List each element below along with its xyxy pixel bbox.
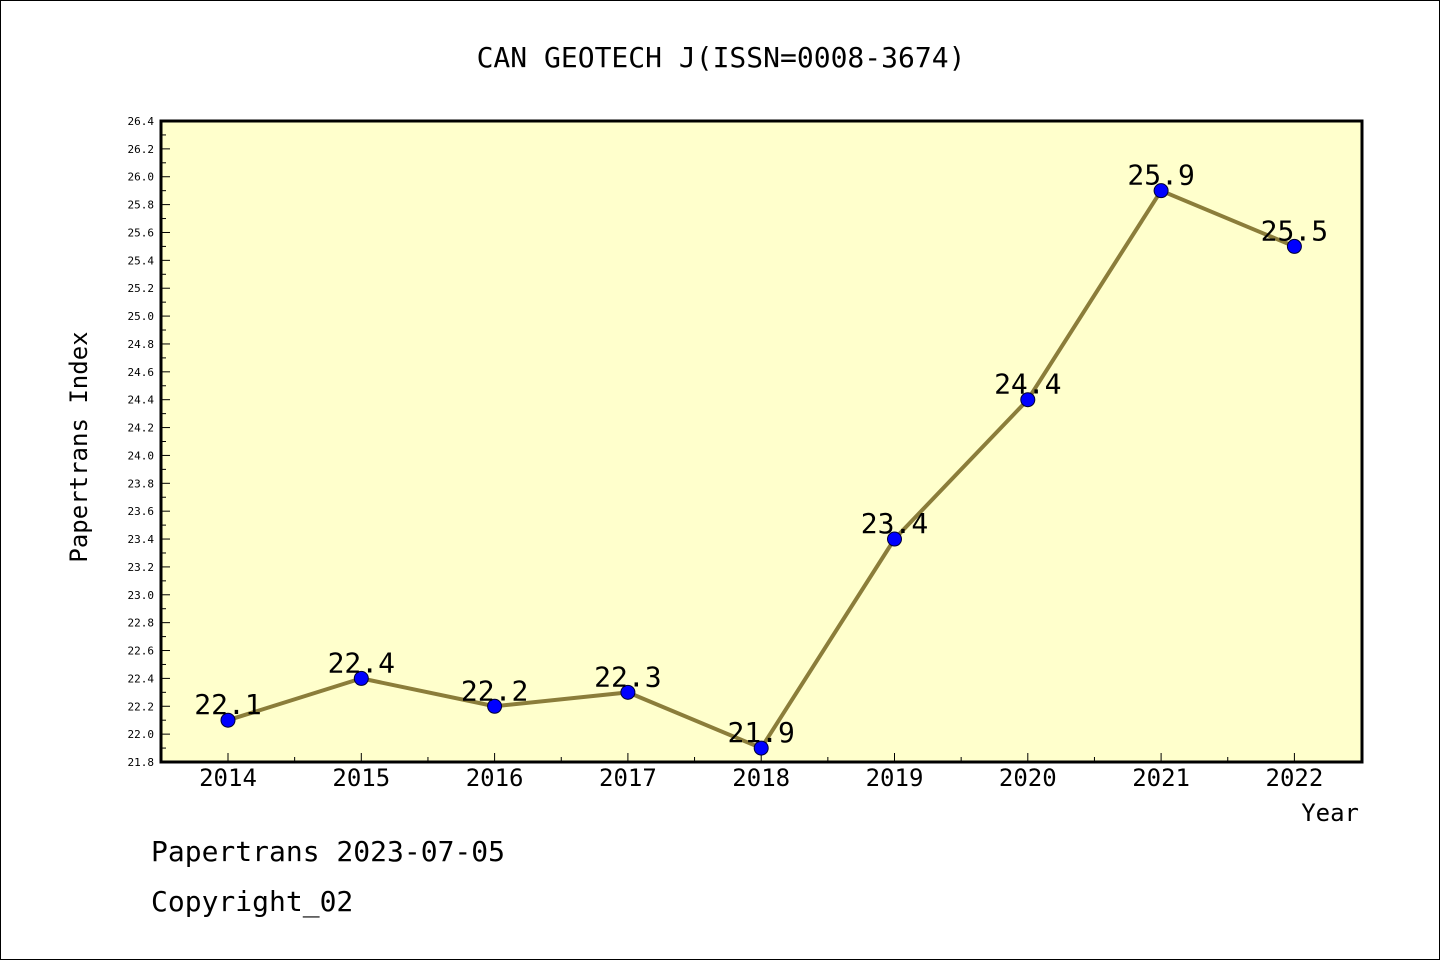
x-tick-label: 2021	[1132, 764, 1190, 792]
x-tick-label: 2019	[866, 764, 924, 792]
x-tick-label: 2022	[1266, 764, 1324, 792]
y-tick-label: 24.0	[128, 449, 155, 462]
x-tick-label: 2016	[466, 764, 524, 792]
y-tick-label: 25.8	[128, 199, 155, 212]
y-tick-label: 26.4	[128, 115, 155, 128]
x-tick-label: 2017	[599, 764, 657, 792]
y-tick-label: 26.0	[128, 171, 155, 184]
x-axis-ticks: 2014 2015 2016 2017 2018 2019 2020 2021 2022	[199, 753, 1323, 792]
footer-date-text: Papertrans 2023-07-05	[151, 835, 506, 868]
data-label: 23.4	[861, 507, 928, 540]
data-point	[487, 698, 503, 714]
data-label: 22.4	[328, 646, 395, 679]
x-axis-label: Year	[1301, 799, 1359, 827]
y-tick-label: 22.0	[128, 728, 155, 741]
x-tick-label: 2014	[199, 764, 257, 792]
y-tick-label: 23.4	[128, 533, 155, 546]
y-tick-label: 23.8	[128, 477, 155, 490]
data-point	[1020, 392, 1036, 408]
y-tick-label: 22.4	[128, 672, 155, 685]
y-tick-label: 25.2	[128, 282, 155, 295]
series-layer: 22.1 22.4 22.2 22.3 21.9 23.4 24.4 25.9 25.5	[194, 159, 1328, 756]
data-label: 22.1	[194, 688, 261, 721]
data-point	[353, 670, 369, 686]
y-tick-label: 23.6	[128, 505, 155, 518]
y-tick-label: 24.4	[128, 394, 155, 407]
y-tick-label: 22.8	[128, 617, 155, 630]
y-tick-label: 25.0	[128, 310, 155, 323]
y-tick-label: 25.4	[128, 254, 155, 267]
data-label: 24.4	[994, 368, 1061, 401]
x-tick-label: 2015	[332, 764, 390, 792]
y-tick-label: 21.8	[128, 756, 155, 769]
data-label: 22.2	[461, 674, 528, 707]
data-label: 22.3	[594, 660, 661, 693]
y-tick-label: 24.6	[128, 366, 155, 379]
data-point	[220, 712, 236, 728]
x-tick-label: 2020	[999, 764, 1057, 792]
y-tick-label: 22.6	[128, 645, 155, 658]
data-label: 25.5	[1261, 214, 1328, 247]
y-tick-label: 22.2	[128, 700, 155, 713]
data-point	[887, 531, 902, 547]
plot-border	[159, 119, 1364, 764]
y-tick-label: 24.8	[128, 338, 155, 351]
x-tick-label: 2018	[732, 764, 790, 792]
data-point	[1286, 238, 1302, 254]
y-tick-label: 25.6	[128, 226, 155, 239]
footer-copyright-text: Copyright_02	[151, 885, 354, 918]
y-axis-ticks: 21.8 22.0 22.2 22.4 22.6 22.8 23.0 23.2 23.4 23.6…	[128, 115, 170, 769]
data-point	[620, 684, 636, 700]
data-point	[1153, 183, 1169, 199]
chart-title: CAN GEOTECH J(ISSN=0008-3674)	[477, 41, 966, 74]
data-label: 25.9	[1127, 159, 1194, 192]
y-tick-label: 26.2	[128, 143, 155, 156]
y-tick-label: 24.2	[128, 422, 155, 435]
y-axis-label: Papertrans Index	[65, 331, 93, 562]
y-tick-label: 23.0	[128, 589, 155, 602]
data-label: 21.9	[727, 716, 794, 749]
data-point	[753, 740, 769, 756]
y-tick-label: 23.2	[128, 561, 155, 574]
plot-area	[161, 121, 1362, 762]
